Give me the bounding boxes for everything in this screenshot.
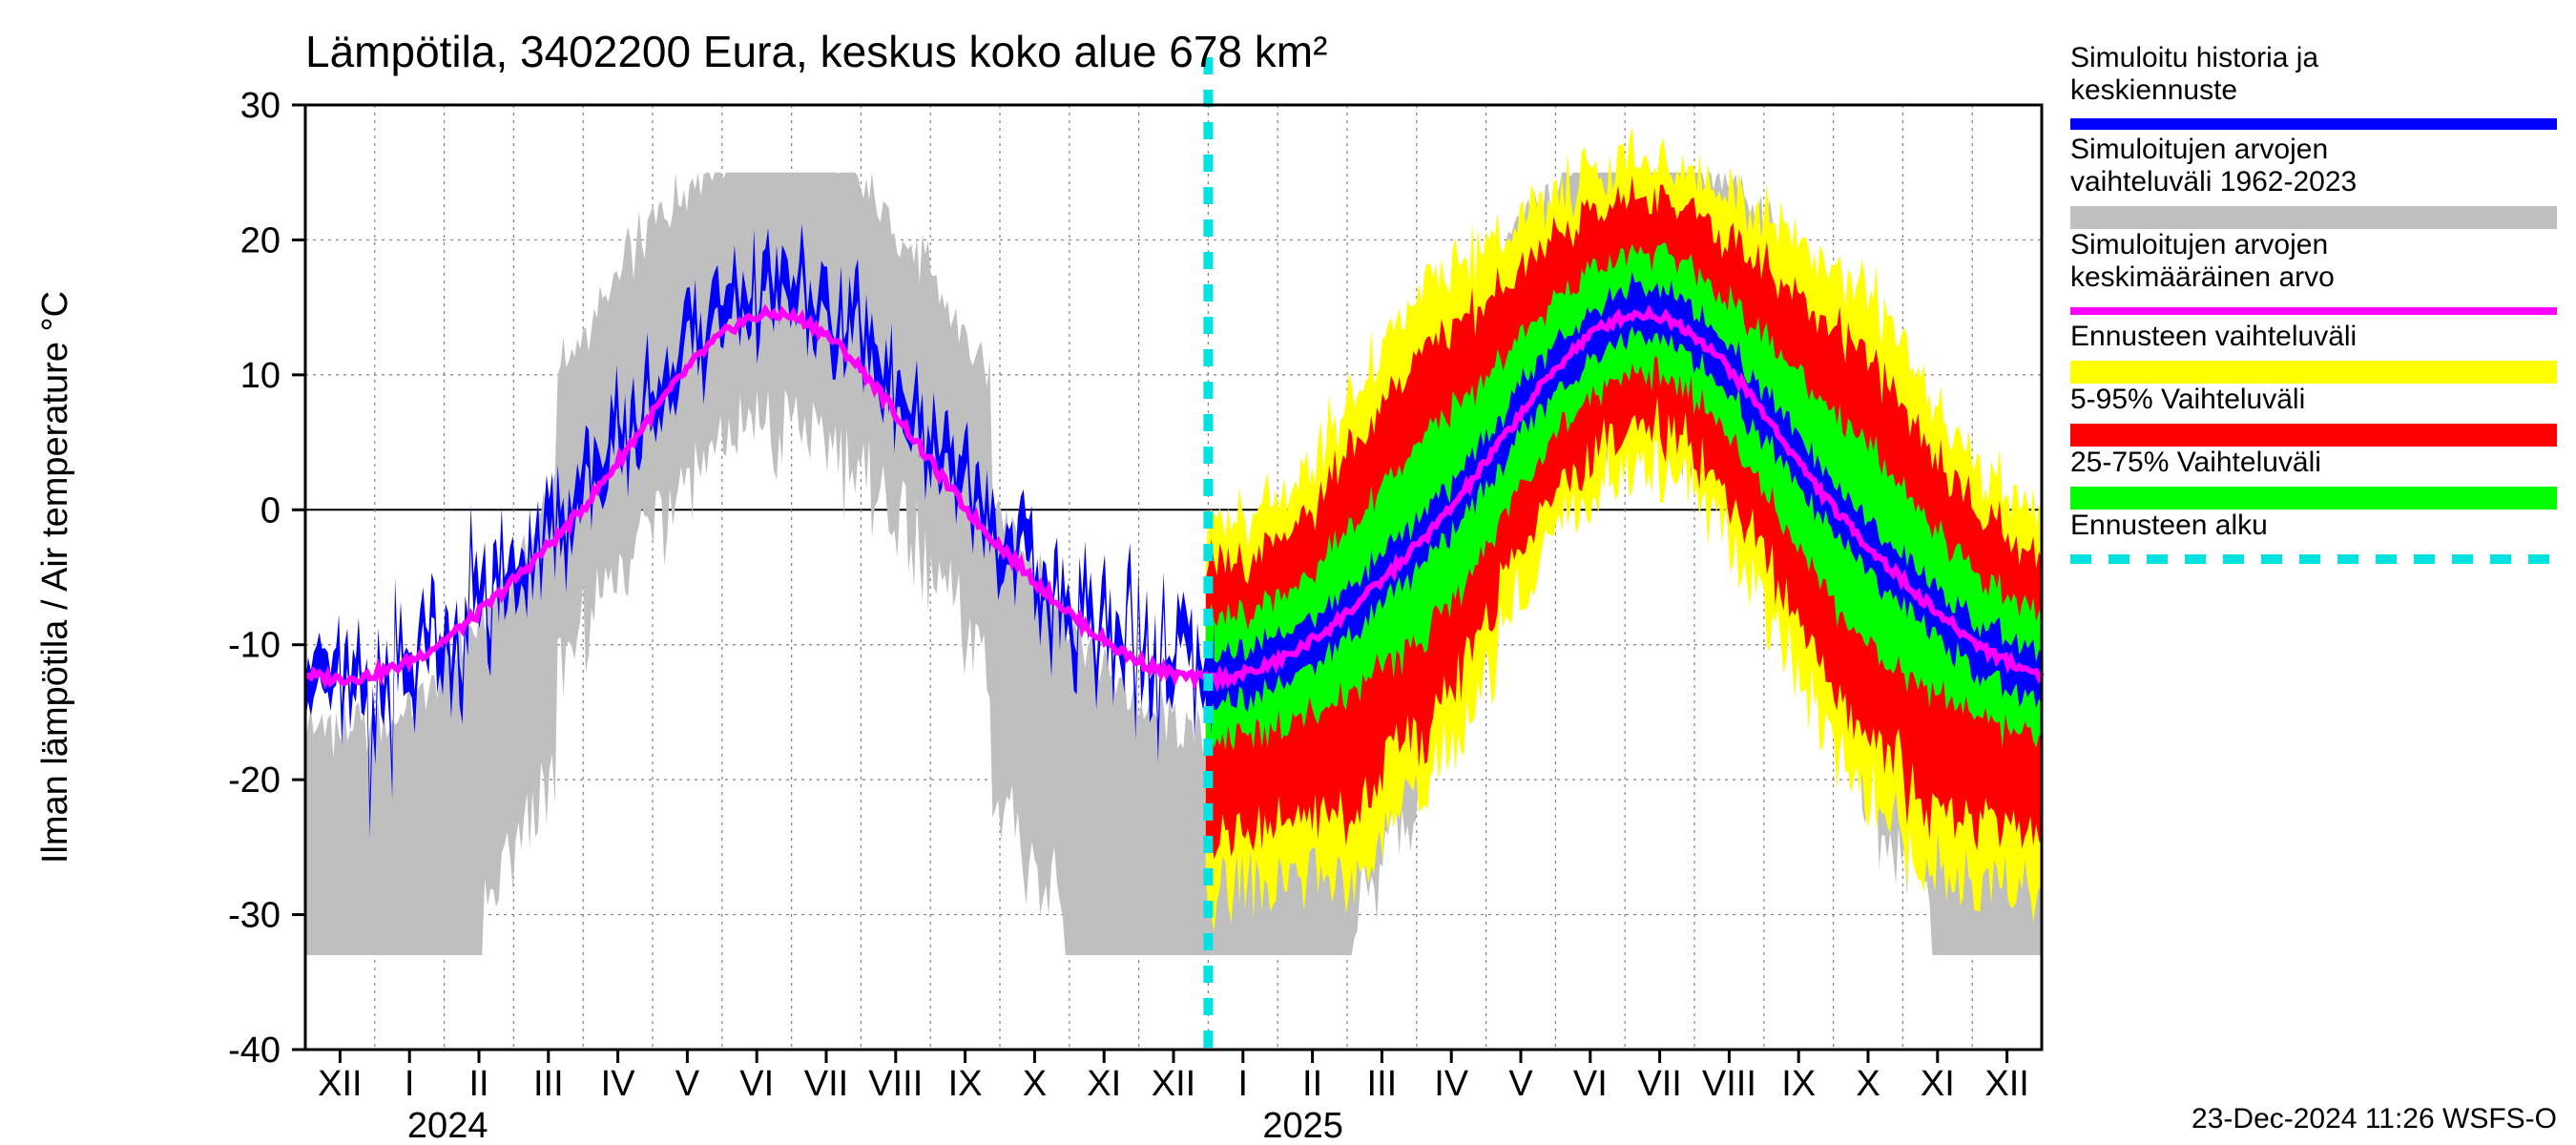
month-label: IV [1434, 1064, 1469, 1104]
legend-label: 25-75% Vaihteluväli [2070, 447, 2321, 478]
month-label: IX [948, 1064, 983, 1104]
legend-label: Simuloitu historia ja [2070, 42, 2318, 73]
legend-label: Simuloitujen arvojen [2070, 229, 2328, 260]
month-label: II [1302, 1064, 1322, 1104]
legend-label: Ennusteen alku [2070, 510, 2268, 541]
month-label: IX [1781, 1064, 1816, 1104]
legend-swatch [2070, 361, 2557, 384]
month-label: XII [1152, 1064, 1195, 1104]
legend-label: Ennusteen vaihteluväli [2070, 321, 2357, 352]
y-axis-label: Ilman lämpötila / Air temperature °C [35, 291, 75, 864]
month-label: VII [804, 1064, 848, 1104]
month-label: XII [318, 1064, 362, 1104]
y-tick-label: 30 [240, 86, 280, 126]
month-label: X [1023, 1064, 1047, 1104]
month-label: XI [1087, 1064, 1121, 1104]
chart-svg: -40-30-20-100102030XIIIIIIIIIVVVIVIIVIII… [0, 0, 2576, 1145]
month-label: VIII [868, 1064, 923, 1104]
legend-label: vaihteluväli 1962-2023 [2070, 166, 2357, 198]
chart-container: -40-30-20-100102030XIIIIIIIIIVVVIVIIVIII… [0, 0, 2576, 1145]
year-label-2: 2025 [1262, 1106, 1343, 1145]
legend-label: 5-95% Vaihteluväli [2070, 384, 2305, 415]
legend-swatch [2070, 424, 2557, 447]
y-tick-label: -40 [228, 1030, 280, 1071]
month-label: VIII [1702, 1064, 1756, 1104]
month-label: III [1367, 1064, 1398, 1104]
month-label: II [468, 1064, 488, 1104]
y-tick-label: 20 [240, 220, 280, 260]
y-tick-label: 0 [260, 490, 280, 531]
chart-title: Lämpötila, 3402200 Eura, keskus koko alu… [305, 27, 1327, 76]
y-tick-label: -30 [228, 896, 280, 936]
month-label: VI [1573, 1064, 1608, 1104]
month-label: VII [1637, 1064, 1681, 1104]
legend-swatch [2070, 206, 2557, 229]
month-label: I [1238, 1064, 1249, 1104]
legend-label: Simuloitujen arvojen [2070, 134, 2328, 165]
month-label: XII [1984, 1064, 2028, 1104]
legend-label: keskimääräinen arvo [2070, 261, 2335, 293]
month-label: III [533, 1064, 564, 1104]
footer-timestamp: 23-Dec-2024 11:26 WSFS-O [2192, 1103, 2557, 1135]
y-tick-label: 10 [240, 356, 280, 396]
y-tick-label: -10 [228, 626, 280, 666]
month-label: VI [739, 1064, 774, 1104]
year-label-1: 2024 [407, 1106, 488, 1145]
month-label: V [675, 1064, 700, 1104]
month-label: X [1856, 1064, 1880, 1104]
month-label: V [1508, 1064, 1533, 1104]
legend-label: keskiennuste [2070, 74, 2237, 106]
month-label: I [405, 1064, 415, 1104]
month-label: IV [601, 1064, 636, 1104]
month-label: XI [1921, 1064, 1955, 1104]
y-tick-label: -20 [228, 760, 280, 801]
legend-swatch [2070, 487, 2557, 510]
